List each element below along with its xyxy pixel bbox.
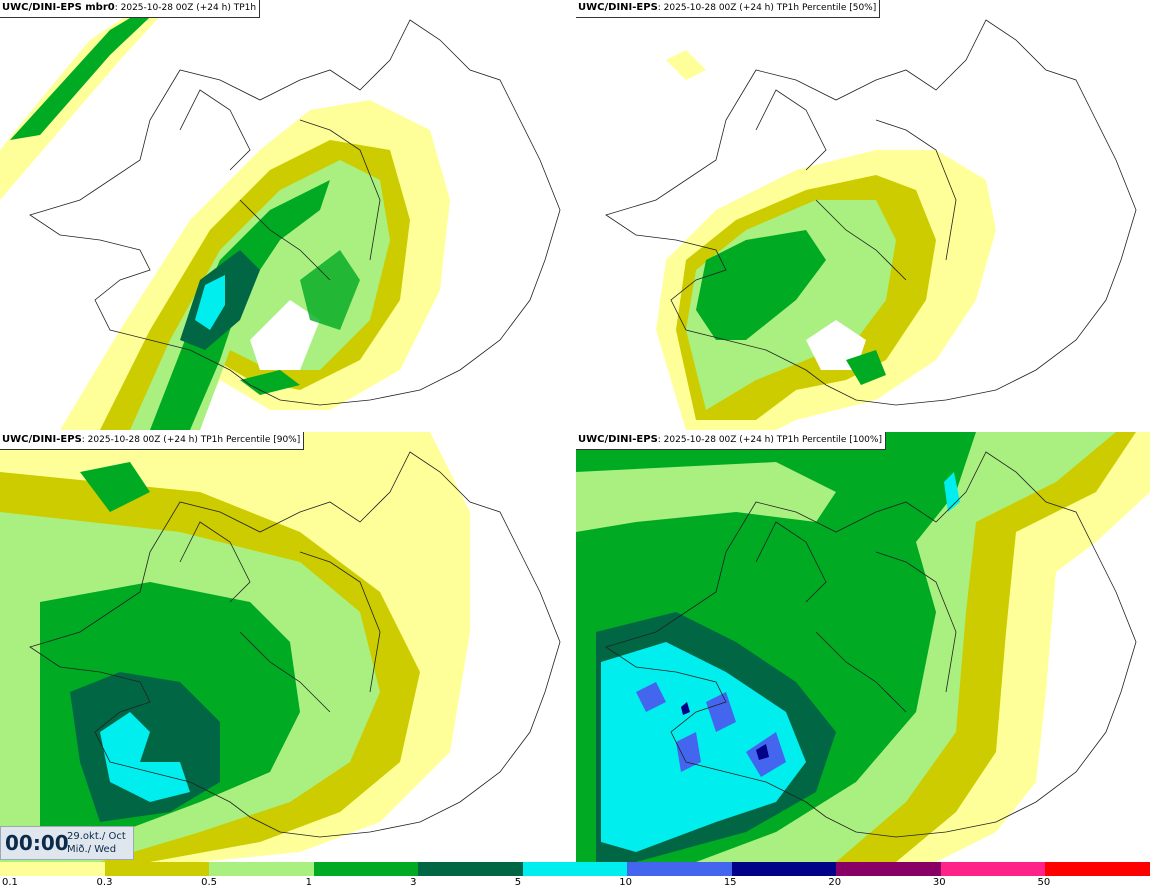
map-panel-p100: UWC/DINI-EPS: 2025-10-28 00Z (+24 h) TP1… <box>576 432 1150 862</box>
precip-map-p50 <box>605 19 1137 430</box>
colorbar-segment <box>731 862 837 876</box>
valid-date-line1: 29.okt./ Oct <box>67 831 126 842</box>
panel-title: UWC/DINI-EPS: 2025-10-28 00Z (+24 h) TP1… <box>0 432 305 450</box>
colorbar-label: 15 <box>723 877 737 888</box>
colorbar-segment <box>0 862 105 876</box>
valid-date: 29.okt./ Oct Mið./ Wed <box>67 830 126 856</box>
colorbar-segment <box>104 862 210 876</box>
panel-title: UWC/DINI-EPS mbr0: 2025-10-28 00Z (+24 h… <box>0 0 261 18</box>
precip-map-mbr0 <box>0 0 561 430</box>
map-panel-p90: UWC/DINI-EPS: 2025-10-28 00Z (+24 h) TP1… <box>0 432 574 862</box>
panel-title: UWC/DINI-EPS: 2025-10-28 00Z (+24 h) TP1… <box>576 0 881 18</box>
colorbar-segment <box>1045 862 1150 876</box>
colorbar-segment <box>836 862 941 876</box>
panel-title: UWC/DINI-EPS: 2025-10-28 00Z (+24 h) TP1… <box>576 432 886 450</box>
colorbar-segment <box>313 862 419 876</box>
colorbar-label: 0.3 <box>96 877 113 888</box>
colorbar-label: 10 <box>619 877 632 888</box>
map-panel-mbr0: UWC/DINI-EPS mbr0: 2025-10-28 00Z (+24 h… <box>0 0 574 430</box>
valid-date-line2: Mið./ Wed <box>67 844 117 855</box>
colorbar-segment <box>940 862 1046 876</box>
map-panel-p50: UWC/DINI-EPS: 2025-10-28 00Z (+24 h) TP1… <box>576 0 1150 430</box>
precip-map-p100 <box>576 432 1150 862</box>
colorbar-segment <box>209 862 314 876</box>
colorbar-label: 3 <box>410 877 417 888</box>
colorbar-label: 1 <box>305 877 312 888</box>
precip-colorbar-labels: 0.1 0.3 0.5 1 3 5 10 15 20 30 50 <box>0 876 1150 891</box>
colorbar-label: 0.5 <box>201 877 217 888</box>
colorbar-label: 0.1 <box>2 877 18 888</box>
precip-map-p90 <box>0 432 561 862</box>
valid-time-box: 00:00 29.okt./ Oct Mið./ Wed <box>0 826 134 860</box>
colorbar-segment <box>522 862 628 876</box>
colorbar-label: 30 <box>932 877 946 888</box>
colorbar-label: 20 <box>828 877 842 888</box>
colorbar-label: 50 <box>1037 877 1051 888</box>
colorbar-segment <box>627 862 732 876</box>
precip-colorbar <box>0 862 1150 876</box>
colorbar-label: 5 <box>514 877 522 888</box>
colorbar-segment <box>418 862 523 876</box>
valid-time: 00:00 <box>5 831 69 855</box>
